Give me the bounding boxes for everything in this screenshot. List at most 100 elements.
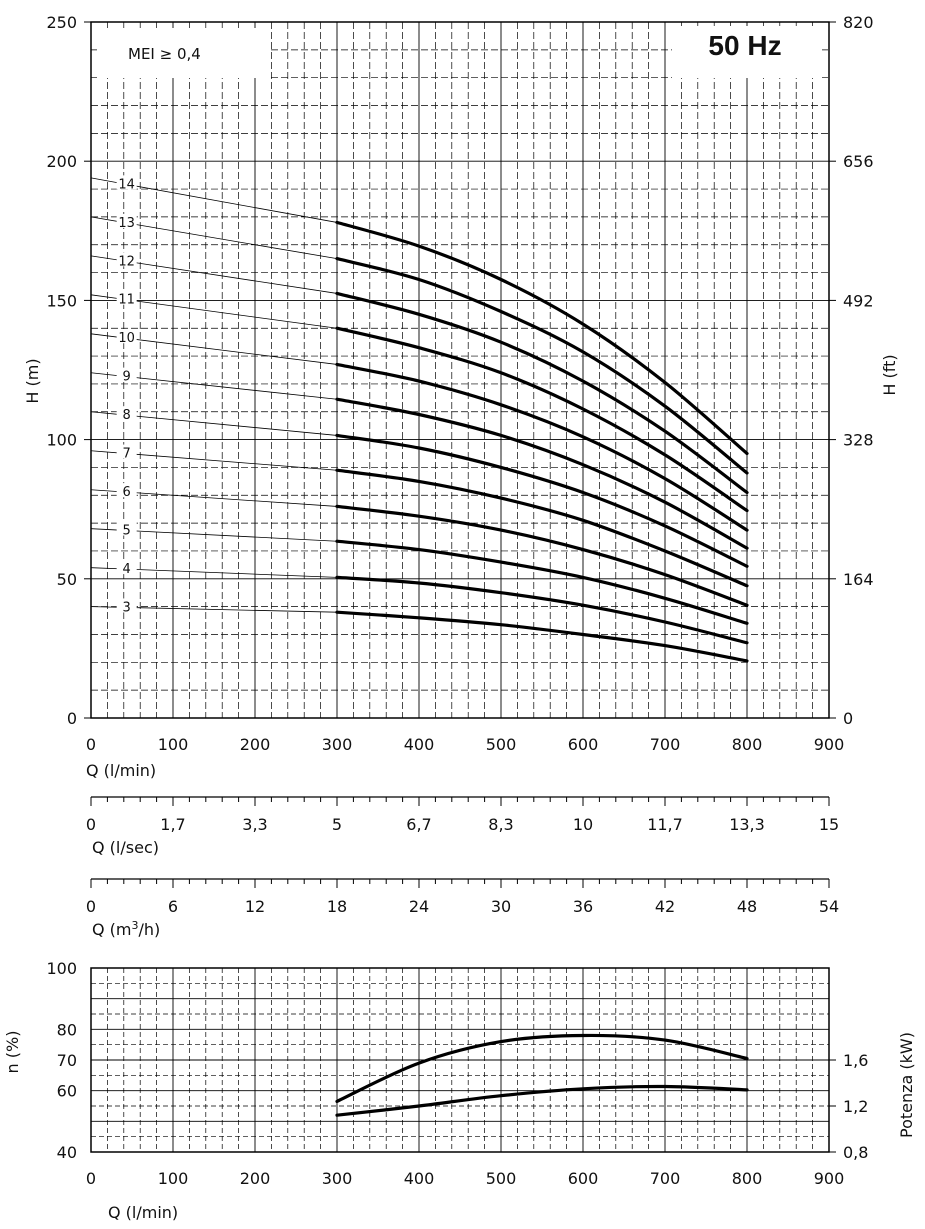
flow-tick-label: 13,3	[729, 815, 765, 834]
flow-tick-label: 1,7	[160, 815, 185, 834]
head-y-tick-label-right: 0	[843, 709, 853, 728]
efficiency-y-tick-label: 40	[57, 1143, 77, 1162]
head-y-tick-label-left: 100	[46, 431, 77, 450]
head-curve-stage-11	[335, 326, 749, 513]
head-y-tick-label-left: 250	[46, 13, 77, 32]
frequency-label: 50 Hz	[708, 30, 781, 61]
stage-label-background	[116, 444, 137, 459]
efficiency-x-tick-label: 0	[86, 1169, 96, 1188]
efficiency-x-tick-label: 300	[322, 1169, 353, 1188]
efficiency-power-curves	[335, 1033, 749, 1117]
stage-label: 13	[118, 216, 135, 231]
stage-label: 6	[123, 485, 131, 500]
stage-label-background	[116, 521, 137, 536]
flow-tick-label: 10	[573, 815, 593, 834]
power-y-tick-label: 0,8	[843, 1143, 868, 1162]
flow-tick-label: 54	[819, 897, 839, 916]
flow-tick-label: 0	[86, 815, 96, 834]
efficiency-x-tick-label: 700	[650, 1169, 681, 1188]
head-curve-stage-10	[335, 362, 749, 532]
head-curve-stage-13	[335, 257, 749, 475]
head-y-tick-label-left: 150	[46, 291, 77, 310]
head-curve-stage-6	[335, 504, 749, 607]
head-y-axis-label-right: H (ft)	[880, 354, 899, 395]
head-y-ticks-left: 0 50 100 150 200 250	[46, 13, 91, 728]
efficiency-x-tick-label: 900	[814, 1169, 845, 1188]
stage-label: 12	[118, 254, 135, 269]
flow-tick-label: 5	[332, 815, 342, 834]
head-y-axis-label-left: H (m)	[23, 358, 42, 403]
mei-box	[97, 28, 269, 78]
power-y-axis-label: Potenza (kW)	[897, 1032, 916, 1138]
efficiency-y-tick-label: 70	[57, 1051, 77, 1070]
stage-label-background	[116, 213, 137, 228]
flow-tick-label: 6,7	[406, 815, 431, 834]
flow-tick-label: 8,3	[488, 815, 513, 834]
stage-label-background	[116, 598, 137, 613]
head-y-tick-label-left: 50	[57, 570, 77, 589]
head-chart-frame	[90, 21, 830, 719]
stage-label-background	[116, 329, 137, 344]
power-y-tick-label: 1,2	[843, 1097, 868, 1116]
stage-label-background	[116, 252, 137, 267]
head-y-tick-label-right: 820	[843, 13, 874, 32]
efficiency-y-tick-label: 80	[57, 1020, 77, 1039]
head-y-tick-label-right: 656	[843, 152, 874, 171]
frequency-box	[672, 26, 822, 78]
head-x-axis-label: Q (l/min)	[86, 761, 156, 780]
head-curve-stage-5	[335, 539, 749, 625]
head-x-tick-label: 800	[732, 735, 763, 754]
head-curve-stage-7	[335, 468, 749, 588]
head-x-tick-label: 700	[650, 735, 681, 754]
flow-ls-ticks: 0 1,7 3,3 5 6,7 8,3 10 11,7 13,3 15	[86, 797, 839, 834]
stage-label-background	[116, 483, 137, 498]
stage-label: 7	[123, 447, 131, 462]
flow-ls-axis-label: Q (l/sec)	[92, 838, 159, 857]
stage-label: 8	[123, 408, 131, 423]
stage-label: 4	[123, 562, 131, 577]
stage-label-background	[116, 406, 137, 421]
flow-tick-label: 11,7	[647, 815, 683, 834]
head-x-tick-label: 400	[404, 735, 435, 754]
flow-tick-label: 48	[737, 897, 757, 916]
efficiency-grid	[91, 968, 829, 1152]
flow-tick-label: 24	[409, 897, 429, 916]
efficiency-curve	[335, 1033, 749, 1103]
efficiency-y-ticks-left: 40 60 70 80 100	[46, 959, 77, 1162]
head-curve-stage-8	[335, 433, 749, 568]
head-curves: 3 4 5 6 7 8 9 10 11 12 13 14	[90, 175, 749, 663]
power-y-ticks-right: 0,8 1,2 1,6	[829, 1051, 868, 1162]
power-curve	[335, 1084, 749, 1117]
stage-label: 3	[123, 600, 131, 615]
head-x-ticks: 0 100 200 300 400 500 600 700 800 900	[86, 735, 844, 754]
flow-ls-axis: 0 1,7 3,3 5 6,7 8,3 10 11,7 13,3 15 Q (l/sec)	[86, 796, 839, 857]
flow-tick-label: 36	[573, 897, 593, 916]
head-y-tick-label-left: 0	[67, 709, 77, 728]
head-curve-stage-12	[335, 291, 749, 495]
efficiency-x-tick-label: 400	[404, 1169, 435, 1188]
efficiency-x-tick-label: 600	[568, 1169, 599, 1188]
flow-tick-label: 0	[86, 897, 96, 916]
head-y-tick-label-left: 200	[46, 152, 77, 171]
head-x-tick-label: 900	[814, 735, 845, 754]
flow-m3h-axis-label: Q (m3/h)	[92, 919, 160, 939]
head-chart: MEI ≥ 0,4 50 Hz 0 100 200 300 400 500 600 700 80…	[23, 13, 899, 780]
head-x-tick-label: 0	[86, 735, 96, 754]
efficiency-x-tick-label: 100	[158, 1169, 189, 1188]
head-x-tick-label: 200	[240, 735, 271, 754]
flow-tick-label: 3,3	[242, 815, 267, 834]
stage-label-background	[116, 290, 137, 305]
head-chart-grid	[91, 22, 829, 718]
power-y-tick-label: 1,6	[843, 1051, 868, 1070]
stage-label: 9	[123, 370, 131, 385]
flow-tick-label: 42	[655, 897, 675, 916]
flow-tick-label: 15	[819, 815, 839, 834]
efficiency-power-chart: 0 100 200 300 400 500 600 700 800 900 40 60 70 80 100…	[3, 959, 916, 1222]
efficiency-x-axis-label: Q (l/min)	[108, 1203, 178, 1222]
stage-label: 5	[123, 524, 131, 539]
efficiency-x-tick-label: 500	[486, 1169, 517, 1188]
efficiency-x-ticks: 0 100 200 300 400 500 600 700 800 900	[86, 1169, 844, 1188]
stage-label: 10	[118, 331, 135, 346]
flow-tick-label: 30	[491, 897, 511, 916]
efficiency-x-tick-label: 200	[240, 1169, 271, 1188]
